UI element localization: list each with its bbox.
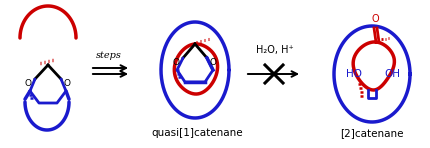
Text: O: O <box>25 79 31 89</box>
Text: [2]catenane: [2]catenane <box>339 128 403 138</box>
Text: H₂O, H⁺: H₂O, H⁺ <box>255 45 293 55</box>
Text: O: O <box>63 79 71 89</box>
Text: HO: HO <box>345 69 361 79</box>
Text: O: O <box>370 14 378 24</box>
Text: O: O <box>209 58 216 66</box>
Text: O: O <box>172 58 179 66</box>
Text: OH: OH <box>383 69 399 79</box>
Text: quasi[1]catenane: quasi[1]catenane <box>151 128 242 138</box>
Text: steps: steps <box>96 51 122 60</box>
